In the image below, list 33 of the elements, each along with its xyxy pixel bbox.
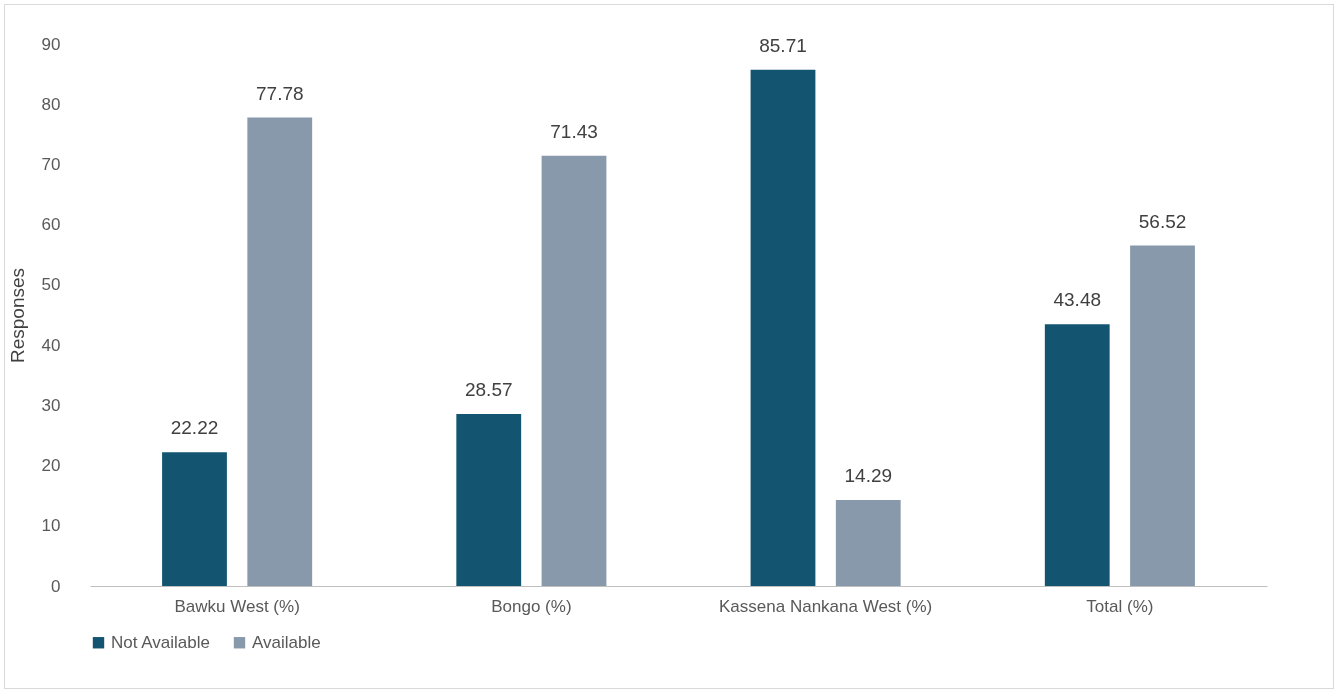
data-label: 56.52 (1138, 210, 1187, 232)
bar (162, 452, 227, 586)
bar (1044, 324, 1110, 586)
legend-label: Available (252, 632, 321, 652)
y-tick-label: 60 (41, 215, 61, 235)
x-tick-label: Total (%) (1086, 596, 1154, 616)
x-tick-label: Bawku West (%) (174, 596, 300, 616)
y-tick-label: 40 (41, 335, 61, 355)
y-tick-label: 70 (41, 154, 61, 174)
y-tick-label: 80 (41, 94, 61, 114)
data-label: 85.71 (759, 34, 807, 56)
y-tick-label: 0 (51, 576, 61, 596)
x-tick-label: Kassena Nankana West (%) (719, 596, 933, 616)
x-tick-label: Bongo (%) (491, 596, 572, 616)
y-tick-label: 90 (41, 34, 61, 54)
y-axis-title: Responses (6, 267, 28, 364)
legend-label: Not Available (111, 632, 210, 652)
y-tick-label: 50 (41, 275, 61, 295)
bar (541, 155, 607, 586)
data-label: 43.48 (1053, 289, 1102, 311)
data-label: 14.29 (844, 464, 893, 486)
bar (835, 499, 901, 586)
bar (247, 117, 313, 586)
bar (750, 69, 816, 586)
bar (1130, 245, 1195, 586)
data-label: 77.78 (255, 82, 304, 104)
y-tick-label: 10 (41, 516, 61, 536)
data-label: 28.57 (464, 378, 513, 400)
data-label: 22.22 (170, 417, 219, 439)
bar (456, 413, 522, 586)
y-tick-label: 30 (41, 395, 61, 415)
data-label: 71.43 (550, 120, 598, 142)
y-tick-label: 20 (41, 456, 61, 476)
